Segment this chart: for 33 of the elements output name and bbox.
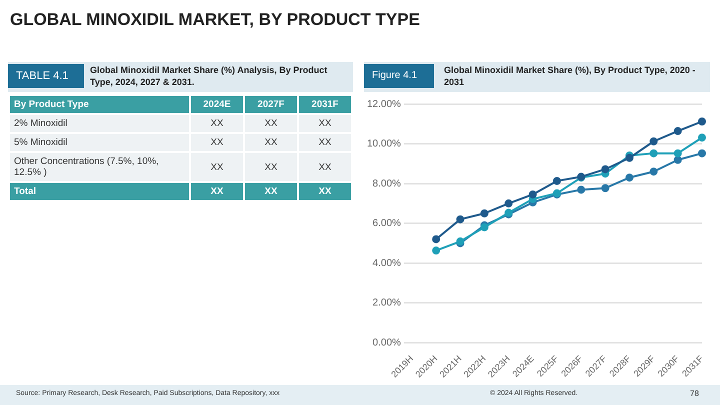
category-label: Other Concentrations (7.5%, 10%, 12.5% ) [14,156,159,178]
text: XX [210,162,224,172]
y-tick-label: 4.00% [372,258,402,269]
caption: Figure 4.1 [364,64,434,88]
y-tick-label: 2.00% [372,298,402,309]
category-label: 5% Minoxidil [14,137,68,148]
text: XX [264,118,278,129]
text: XX [264,137,278,148]
text: 78 [690,389,699,398]
text: XX [318,137,332,148]
y-tick-label: 6.00% [372,218,402,230]
text: Global Minoxidil Market Share (%) Analysis, By Product Type, 2024, 2027 & 2031. [90,64,328,88]
category-label: 2% Minoxidil [14,118,68,129]
y-tick-label: 12.00% [366,98,402,110]
category-label: By Product Type [10,96,189,113]
category-label: 2027F [245,96,297,113]
text: XX [210,137,224,148]
chart-title: Global Minoxidil Market Share (%), By Product Type, 2020 - 2031 [444,64,696,88]
text: XX [210,186,224,197]
text: XX [318,118,332,129]
category-label: Total [14,186,36,197]
y-tick-label: 8.00% [372,178,402,190]
text: XX [318,186,332,197]
category-label: 2031F [299,96,351,113]
text: GLOBAL MINOXIDIL MARKET, BY PRODUCT TYPE [10,10,420,30]
text: XX [318,162,332,172]
y-tick-label: 0.00% [372,337,402,348]
text: XX [264,162,278,172]
category-label: 2024E [191,96,243,113]
y-tick-label: 10.00% [366,138,402,150]
caption: TABLE 4.1 [8,64,84,88]
text: XX [264,186,278,197]
text: XX [210,118,224,129]
